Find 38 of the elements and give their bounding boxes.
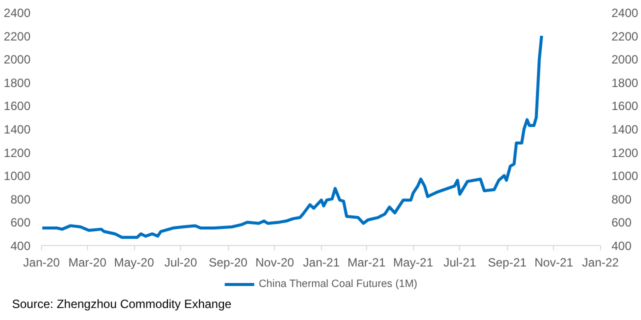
y-tick-label: 1600 [4, 99, 31, 114]
y2-tick-label: 1800 [612, 76, 639, 90]
x-tick-label: Sep-21 [488, 256, 527, 270]
y2-tick-label: 1200 [612, 146, 639, 160]
y2-tick-label: 600 [612, 216, 632, 230]
y-tick-label: 2000 [4, 52, 31, 67]
x-tick-label: May-21 [393, 256, 434, 270]
y-tick-label: 1200 [4, 146, 31, 160]
legend-label: China Thermal Coal Futures (1M) [258, 278, 418, 290]
y2-tick-label: 1000 [612, 169, 639, 184]
y-tick-label: 1000 [4, 169, 31, 184]
x-tick-label: Jan-20 [23, 256, 60, 270]
line-series [42, 34, 544, 239]
x-tick-label: Jan-21 [303, 256, 340, 270]
y2-tick-label: 2400 [612, 6, 639, 20]
x-tick-label: Mar-20 [68, 256, 107, 270]
y2-tick-label: 400 [612, 239, 632, 253]
y2-tick-label: 1400 [612, 122, 639, 136]
source-note: Source: Zhengzhou Commodity Exhange [12, 296, 232, 313]
y-tick-label: 2400 [4, 6, 31, 20]
y2-tick-label: 2000 [612, 52, 639, 67]
y-tick-label: 1400 [4, 122, 31, 136]
y2-tick-label: 1600 [612, 99, 639, 114]
y-tick-label: 400 [10, 239, 31, 253]
x-tick-label: Jan-22 [582, 256, 620, 270]
y2-tick-label: 2200 [612, 29, 639, 44]
y-tick-label: 2200 [4, 29, 31, 44]
y2-tick-label: 800 [612, 192, 632, 206]
x-tick-label: May-20 [114, 256, 154, 270]
x-tick-label: Nov-20 [255, 256, 294, 270]
y-tick-label: 600 [10, 216, 31, 230]
x-tick-label: Jul-20 [164, 256, 198, 270]
x-tick-label: Nov-21 [534, 256, 574, 270]
x-tick-label: Jul-21 [443, 256, 476, 270]
x-tick-label: Mar-21 [347, 256, 386, 270]
x-tick-label: Sep-20 [208, 256, 248, 270]
y-tick-label: 800 [10, 192, 31, 206]
y-tick-label: 1800 [4, 76, 31, 90]
